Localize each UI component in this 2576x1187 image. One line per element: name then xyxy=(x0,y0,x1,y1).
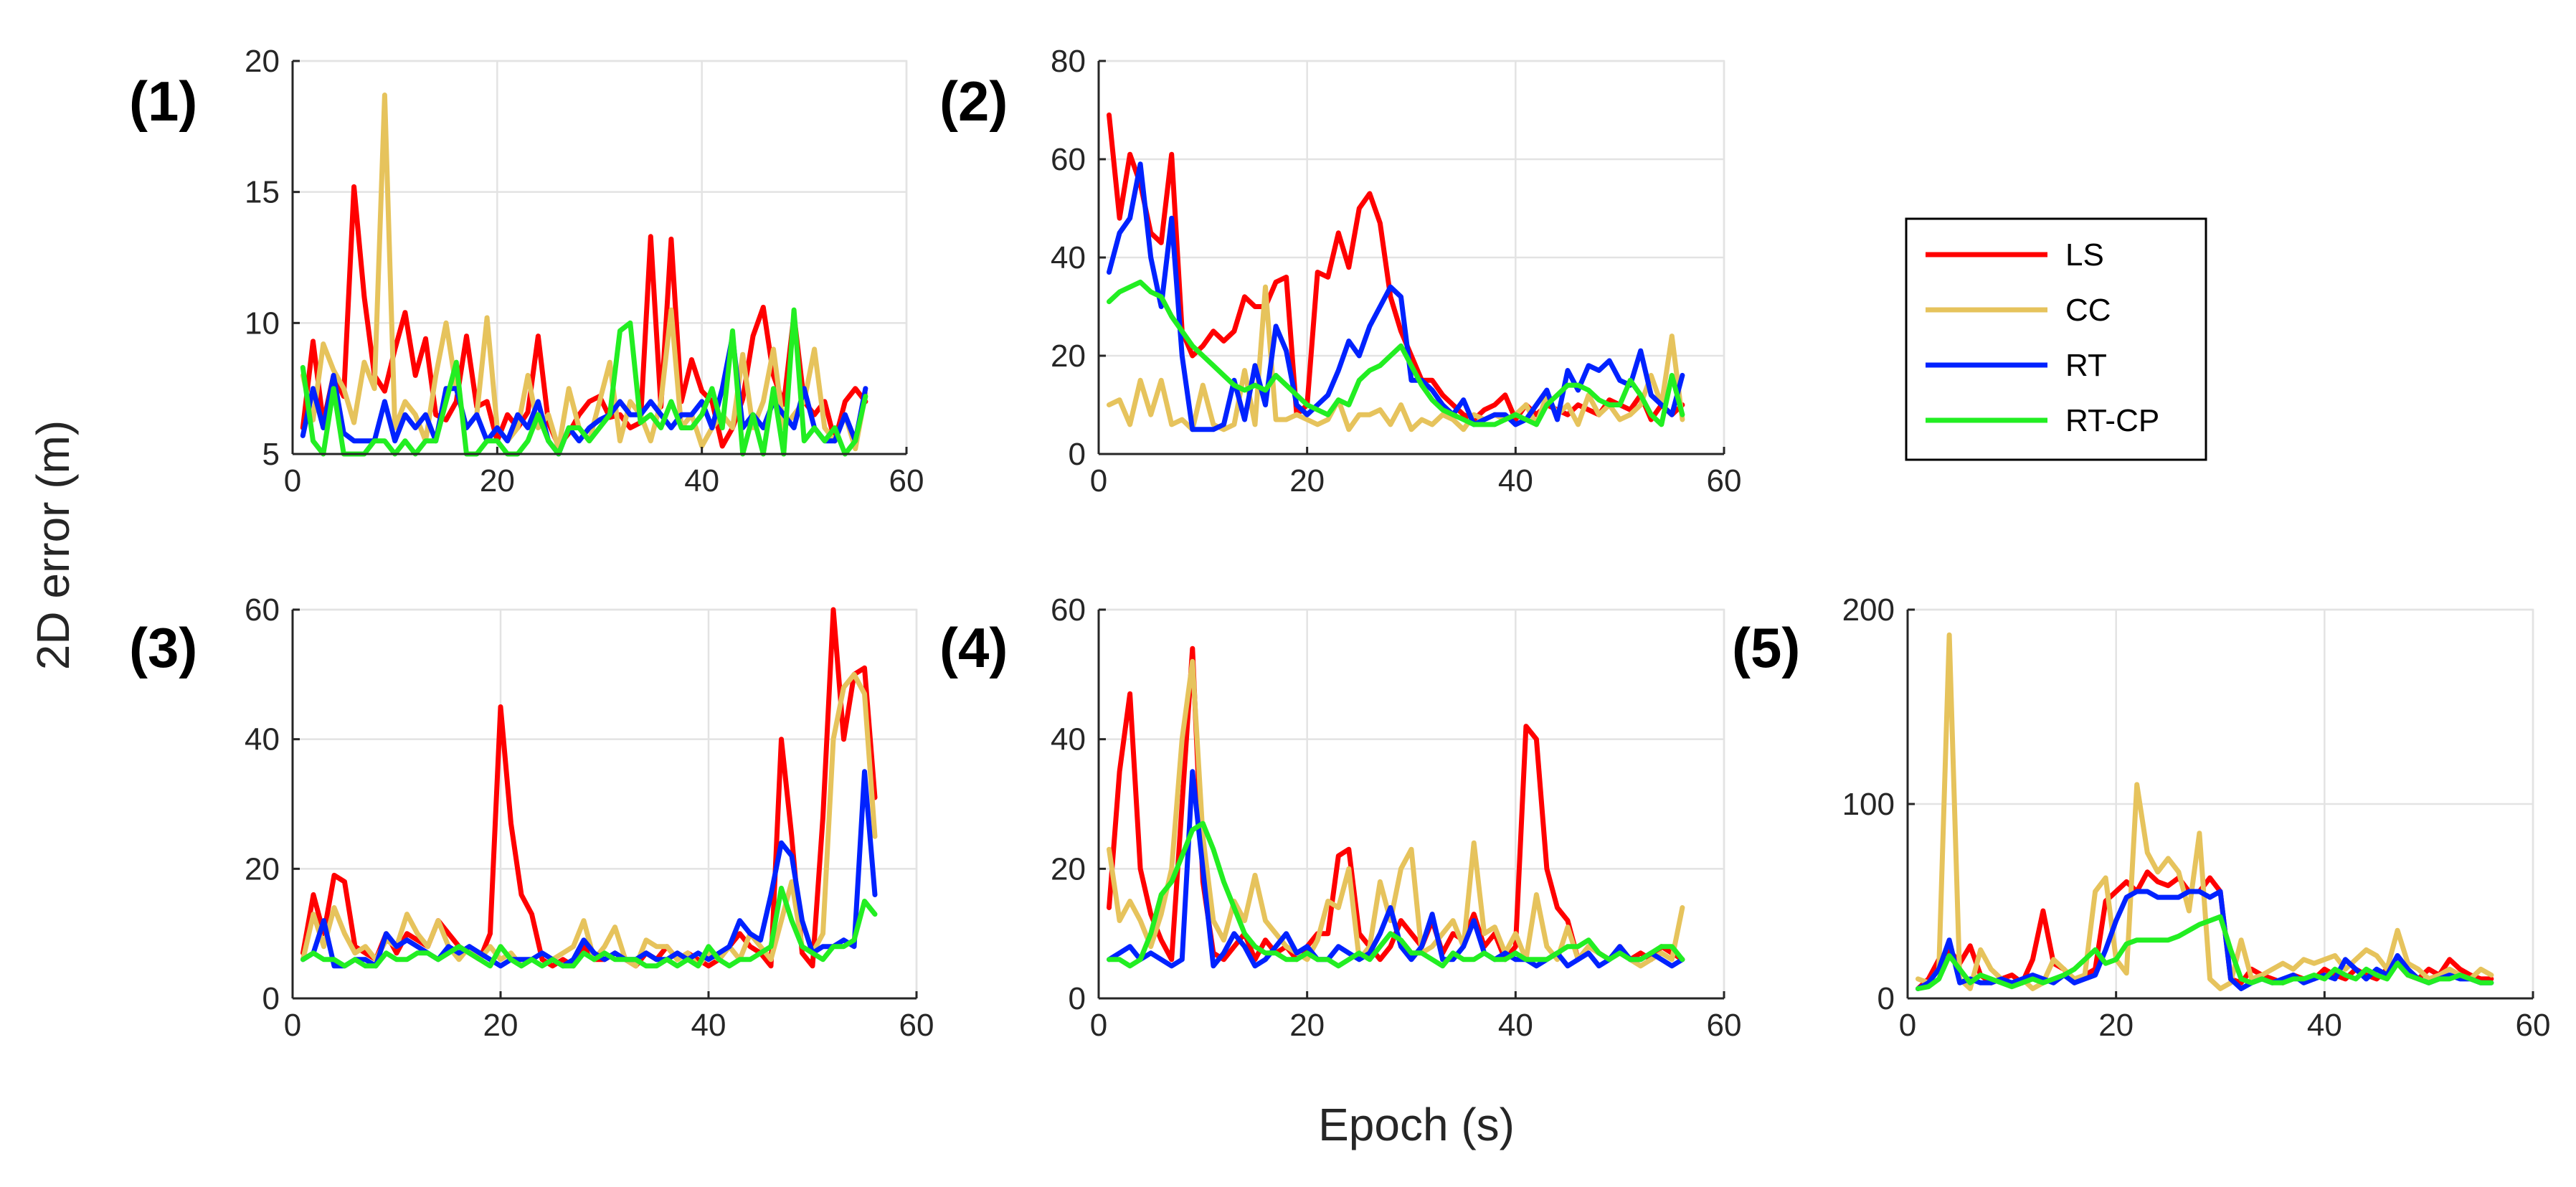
x-tick-label: 0 xyxy=(1899,1008,1916,1043)
series-line-rt-cp xyxy=(1107,279,1685,427)
y-tick-label: 200 xyxy=(1842,592,1895,628)
x-tick-label: 60 xyxy=(1707,1008,1742,1043)
y-tick-label: 100 xyxy=(1842,787,1895,822)
series-line-rt-cp xyxy=(300,307,868,457)
y-tick-label: 5 xyxy=(262,437,280,472)
series-line-cc xyxy=(1107,284,1685,432)
x-tick-label: 0 xyxy=(284,1008,301,1043)
x-tick-label: 0 xyxy=(1090,1008,1107,1043)
y-tick-label: 20 xyxy=(245,851,280,886)
x-tick-label: 0 xyxy=(284,463,301,498)
y-tick-label: 80 xyxy=(1051,44,1086,79)
series-line-rt-cp xyxy=(300,885,878,969)
x-tick-label: 40 xyxy=(2307,1008,2342,1043)
y-tick-label: 60 xyxy=(1051,142,1086,177)
panel-label: (3) xyxy=(129,616,197,679)
y-tick-label: 15 xyxy=(245,175,280,210)
legend-label: LS xyxy=(2065,237,2104,273)
y-tick-label: 60 xyxy=(245,592,280,628)
y-tick-label: 20 xyxy=(245,44,280,79)
panels: 0 20 40 60 5 10 15 20 (1) 0 20 40 60 0 20 40 60 80 (2) 0 20 4… xyxy=(129,44,2550,1043)
series-line-cc xyxy=(1107,658,1685,969)
legend-entry-ls: LS xyxy=(1926,237,2104,273)
x-tick-label: 60 xyxy=(889,463,924,498)
legend-entry-cc: CC xyxy=(1926,293,2111,328)
series-line-rt xyxy=(1916,889,2494,991)
y-tick-label: 40 xyxy=(245,722,280,757)
y-tick-label: 0 xyxy=(1069,981,1086,1016)
series-line-rt xyxy=(1107,161,1685,432)
x-tick-label: 20 xyxy=(483,1008,518,1043)
legend-label: CC xyxy=(2065,293,2111,328)
y-tick-label: 20 xyxy=(1051,339,1086,374)
legend-entry-rt-cp: RT-CP xyxy=(1926,403,2159,438)
y-tick-label: 0 xyxy=(1877,981,1895,1016)
panel-label: (4) xyxy=(939,616,1008,679)
y-axis-title: 2D error (m) xyxy=(27,420,79,670)
legend-entry-rt: RT xyxy=(1926,348,2107,383)
series-line-ls xyxy=(1107,112,1685,422)
y-tick-label: 10 xyxy=(245,306,280,341)
x-tick-label: 20 xyxy=(480,463,515,498)
x-tick-label: 40 xyxy=(1498,463,1533,498)
x-tick-label: 40 xyxy=(1498,1008,1533,1043)
panel-1: 0 20 40 60 5 10 15 20 (1) xyxy=(129,44,924,498)
series-line-rt-cp xyxy=(1916,914,2494,991)
x-tick-label: 40 xyxy=(684,463,719,498)
legend-entries: LS CC RT RT-CP xyxy=(1926,237,2159,438)
legend-label: RT-CP xyxy=(2065,403,2159,438)
panel-5: 0 20 40 60 0 100 200 (5) xyxy=(1732,592,2550,1043)
panel-label: (2) xyxy=(939,70,1008,133)
x-tick-label: 20 xyxy=(1289,463,1325,498)
y-tick-label: 20 xyxy=(1051,851,1086,886)
x-tick-label: 40 xyxy=(691,1008,726,1043)
panel-2: 0 20 40 60 0 20 40 60 80 (2) xyxy=(939,44,1741,498)
panel-4: 0 20 40 60 0 20 40 60 (4) xyxy=(939,592,1741,1043)
y-tick-label: 40 xyxy=(1051,722,1086,757)
y-tick-label: 60 xyxy=(1051,592,1086,628)
legend-label: RT xyxy=(2065,348,2107,383)
y-tick-label: 0 xyxy=(262,981,280,1016)
x-tick-label: 60 xyxy=(1707,463,1742,498)
series-line-rt-cp xyxy=(1107,821,1685,969)
series-line-rt xyxy=(1107,769,1685,969)
x-tick-label: 20 xyxy=(1289,1008,1325,1043)
legend: LS CC RT RT-CP xyxy=(1905,217,2207,461)
panel-label: (1) xyxy=(129,70,197,133)
y-tick-label: 40 xyxy=(1051,240,1086,275)
x-tick-label: 0 xyxy=(1090,463,1107,498)
x-axis-title: Epoch (s) xyxy=(1318,1099,1515,1150)
x-tick-label: 60 xyxy=(899,1008,934,1043)
x-tick-label: 60 xyxy=(2516,1008,2551,1043)
panel-3: 0 20 40 60 0 20 40 60 (3) xyxy=(129,592,934,1043)
panel-label: (5) xyxy=(1732,616,1800,679)
y-tick-label: 0 xyxy=(1069,437,1086,472)
series-line-rt xyxy=(300,769,878,969)
series-line-ls xyxy=(300,607,878,969)
series-line-cc xyxy=(300,671,878,969)
x-tick-label: 20 xyxy=(2098,1008,2134,1043)
